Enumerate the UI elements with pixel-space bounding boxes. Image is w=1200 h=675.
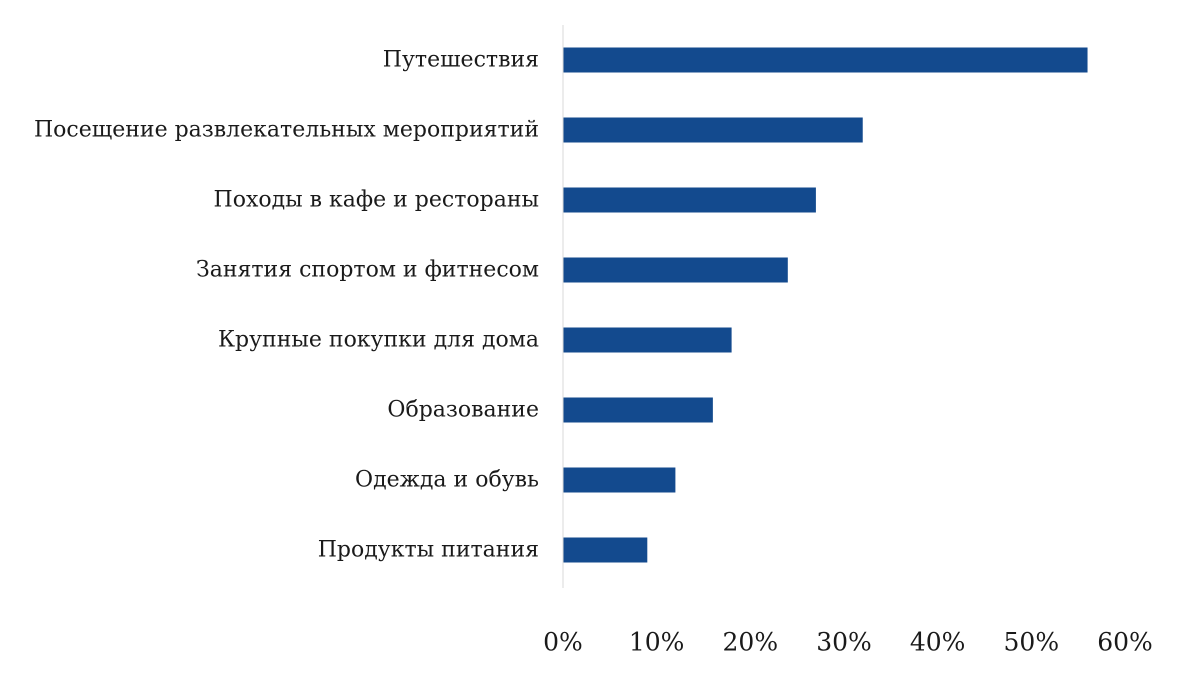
category-label: Продукты питания <box>318 538 539 563</box>
category-label: Занятия спортом и фитнесом <box>196 258 539 283</box>
bar <box>563 47 1088 73</box>
bar <box>563 327 732 353</box>
bar <box>563 257 788 283</box>
category-label: Образование <box>387 398 539 423</box>
category-label: Одежда и обувь <box>355 468 539 493</box>
bar <box>563 117 863 143</box>
category-label: Крупные покупки для дома <box>218 328 539 353</box>
bar <box>563 187 816 213</box>
category-label: Посещение развлекательных мероприятий <box>34 118 539 143</box>
x-tick-label: 10% <box>629 628 685 657</box>
x-tick-label: 50% <box>1004 628 1060 657</box>
x-tick-label: 20% <box>723 628 779 657</box>
category-label: Походы в кафе и рестораны <box>214 188 539 213</box>
bar <box>563 467 676 493</box>
x-tick-label: 40% <box>910 628 966 657</box>
x-tick-label: 0% <box>543 628 583 657</box>
category-labels-group: Путешествия Посещение развлекательных мер… <box>34 48 539 563</box>
bar <box>563 397 713 423</box>
x-tick-label: 60% <box>1097 628 1153 657</box>
bars-group <box>563 47 1088 563</box>
category-label: Путешествия <box>383 48 539 73</box>
bar <box>563 537 648 563</box>
x-tick-labels-group: 0% 10% 20% 30% 40% 50% 60% <box>543 628 1153 657</box>
x-tick-label: 30% <box>816 628 872 657</box>
